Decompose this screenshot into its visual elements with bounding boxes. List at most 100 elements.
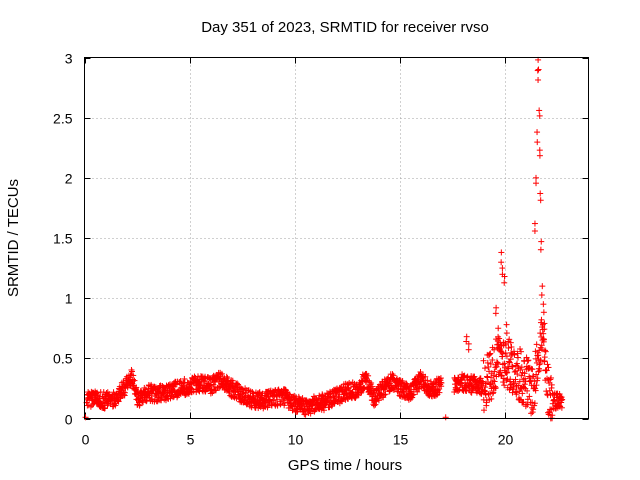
- data-point: [417, 379, 424, 386]
- data-point: [539, 321, 546, 328]
- data-point: [473, 389, 480, 396]
- data-point: [527, 377, 534, 384]
- data-point: [206, 382, 213, 389]
- data-point: [492, 384, 499, 391]
- data-point: [537, 357, 544, 364]
- data-point: [548, 381, 555, 388]
- data-point: [533, 341, 540, 348]
- data-point: [490, 372, 497, 379]
- data-point: [492, 310, 499, 317]
- data-point: [171, 387, 178, 394]
- data-point: [541, 347, 548, 354]
- data-point: [465, 340, 472, 347]
- y-tick-label: 2.5: [53, 111, 73, 127]
- data-point: [507, 339, 514, 346]
- data-point: [537, 197, 544, 204]
- data-point: [502, 341, 509, 348]
- y-tick-label: 3: [65, 51, 73, 67]
- data-point: [506, 359, 513, 366]
- data-point: [508, 363, 515, 370]
- data-point: [518, 364, 525, 371]
- data-point: [530, 406, 537, 413]
- data-point: [511, 351, 518, 358]
- y-tick-label: 1.5: [53, 231, 73, 247]
- data-point: [480, 379, 487, 386]
- data-point: [442, 414, 449, 421]
- data-point: [544, 361, 551, 368]
- data-point: [491, 368, 498, 375]
- data-point: [235, 381, 242, 388]
- data-point: [541, 326, 548, 333]
- data-point: [505, 344, 512, 351]
- data-point: [501, 273, 508, 280]
- data-point: [500, 379, 507, 386]
- data-point: [529, 373, 536, 380]
- data-point: [531, 220, 538, 227]
- data-point: [540, 336, 547, 343]
- data-point: [524, 387, 531, 394]
- data-point: [482, 391, 489, 398]
- data-point: [82, 414, 89, 421]
- data-point: [475, 385, 482, 392]
- data-point: [131, 377, 138, 384]
- data-point: [365, 372, 372, 379]
- data-point: [471, 373, 478, 380]
- data-point: [529, 399, 536, 406]
- data-point: [539, 283, 546, 290]
- x-tick-label: 5: [187, 432, 195, 448]
- data-point: [274, 402, 281, 409]
- y-tick-label: 0.5: [53, 351, 73, 367]
- data-point: [133, 384, 140, 391]
- data-point: [559, 396, 566, 403]
- data-point: [430, 383, 437, 390]
- data-point: [522, 375, 529, 382]
- data-point: [128, 366, 135, 373]
- x-tick-label: 15: [393, 432, 409, 448]
- data-point: [267, 396, 274, 403]
- data-point: [467, 389, 474, 396]
- data-point: [177, 378, 184, 385]
- data-point: [414, 388, 421, 395]
- data-point: [438, 379, 445, 386]
- data-point: [535, 368, 542, 375]
- data-point: [524, 357, 531, 364]
- data-point: [536, 152, 543, 159]
- data-point: [216, 384, 223, 391]
- data-point: [225, 389, 232, 396]
- data-point: [498, 372, 505, 379]
- data-point: [484, 373, 491, 380]
- data-point: [468, 389, 475, 396]
- data-point: [535, 76, 542, 83]
- data-point: [218, 370, 225, 377]
- data-point: [488, 395, 495, 402]
- data-point: [512, 367, 519, 374]
- x-tick-label: 10: [288, 432, 304, 448]
- y-axis-label: SRMTID / TECUs: [5, 179, 22, 297]
- data-point: [536, 112, 543, 119]
- data-point: [404, 381, 411, 388]
- data-point: [532, 348, 539, 355]
- data-point: [302, 411, 309, 418]
- data-point: [545, 364, 552, 371]
- data-point: [484, 359, 491, 366]
- data-point: [455, 387, 462, 394]
- data-point: [531, 228, 538, 235]
- data-point: [422, 373, 429, 380]
- data-point: [516, 378, 523, 385]
- data-point: [224, 378, 231, 385]
- data-point: [128, 368, 135, 375]
- data-point: [541, 354, 548, 361]
- data-point: [544, 391, 551, 398]
- data-point: [489, 390, 496, 397]
- data-point: [524, 401, 531, 408]
- data-point: [535, 66, 542, 73]
- data-point: [415, 385, 422, 392]
- data-point: [541, 320, 548, 327]
- data-points: [82, 56, 566, 422]
- data-point: [480, 357, 487, 364]
- data-point: [375, 397, 382, 404]
- data-point: [340, 391, 347, 398]
- data-point: [286, 391, 293, 398]
- data-point: [495, 333, 502, 340]
- data-point: [534, 129, 541, 136]
